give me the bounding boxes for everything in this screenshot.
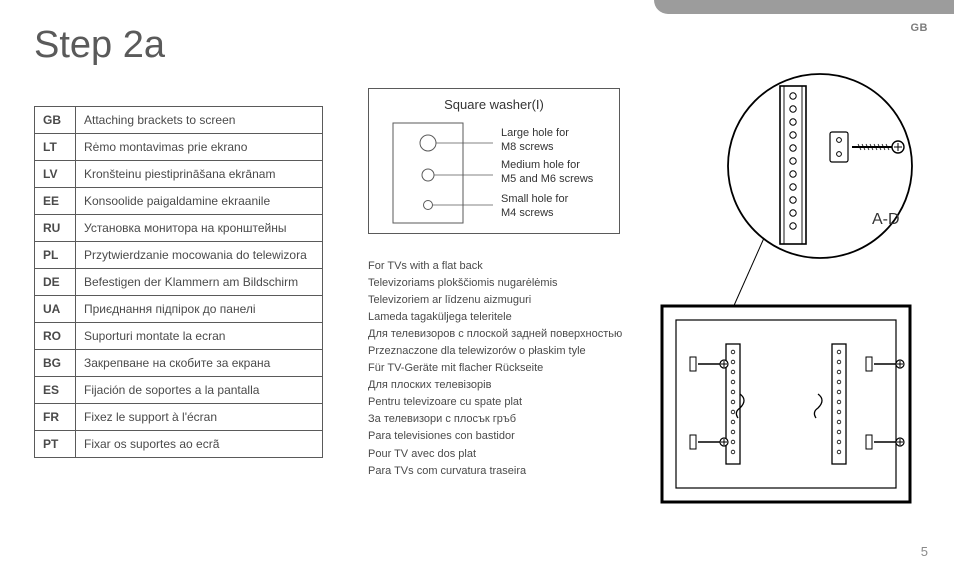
flat-back-list: For TVs with a flat backTelevizoriams pl… [368, 258, 622, 480]
washer-label-large: Large hole forM8 screws [501, 127, 569, 155]
table-row: PLPrzytwierdzanie mocowania do telewizor… [35, 242, 323, 269]
assembly-svg: A-D [652, 66, 942, 536]
lang-text: Suporturi montate la ecran [76, 323, 323, 350]
lang-code: FR [35, 404, 76, 431]
lang-code: ES [35, 377, 76, 404]
lang-code: UA [35, 296, 76, 323]
washer-title: Square washer(I) [369, 97, 619, 112]
flat-back-line: Para televisiones con bastidor [368, 428, 622, 445]
page-number: 5 [921, 544, 928, 559]
flat-back-line: Televizoriams plokščiomis nugarėlėmis [368, 275, 622, 292]
table-row: LVKronšteinu piestiprināšana ekrānam [35, 161, 323, 188]
header-tab [654, 0, 954, 14]
lang-code: RU [35, 215, 76, 242]
lang-text: Przytwierdzanie mocowania do telewizora [76, 242, 323, 269]
lang-code: BG [35, 350, 76, 377]
table-row: EEKonsoolide paigaldamine ekraanile [35, 188, 323, 215]
table-row: PTFixar os suportes ao ecrã [35, 431, 323, 458]
lang-code: PL [35, 242, 76, 269]
flat-back-line: Televizoriem ar līdzenu aizmuguri [368, 292, 622, 309]
lang-text: Установка монитора на кронштейны [76, 215, 323, 242]
lang-text: Rėmo montavimas prie ekrano [76, 134, 323, 161]
lang-code: PT [35, 431, 76, 458]
washer-diagram-box: Square washer(I) Large hole forM8 screws… [368, 88, 620, 234]
washer-svg [383, 121, 503, 225]
table-row: ROSuporturi montate la ecran [35, 323, 323, 350]
table-row: BGЗакрепване на скобите за екрана [35, 350, 323, 377]
washer-label-small: Small hole forM4 screws [501, 193, 568, 221]
flat-back-line: Para TVs com curvatura traseira [368, 463, 622, 480]
flat-back-line: Для плоских телевізорів [368, 377, 622, 394]
lang-text: Befestigen der Klammern am Bildschirm [76, 269, 323, 296]
flat-back-line: For TVs with a flat back [368, 258, 622, 275]
lang-text: Приєднання підпірок до панелі [76, 296, 323, 323]
lang-code: LT [35, 134, 76, 161]
lang-text: Закрепване на скобите за екрана [76, 350, 323, 377]
table-row: RUУстановка монитора на кронштейны [35, 215, 323, 242]
flat-back-line: За телевизори с плосък гръб [368, 411, 622, 428]
lang-text: Fixar os suportes ao ecrã [76, 431, 323, 458]
table-row: LTRėmo montavimas prie ekrano [35, 134, 323, 161]
flat-back-line: Pentru televizoare cu spate plat [368, 394, 622, 411]
flat-back-line: Для телевизоров с плоской задней поверхн… [368, 326, 622, 343]
flat-back-line: Lameda tagaküljega teleritele [368, 309, 622, 326]
table-row: ESFijación de soportes a la pantalla [35, 377, 323, 404]
lang-text: Kronšteinu piestiprināšana ekrānam [76, 161, 323, 188]
lang-text: Attaching brackets to screen [76, 107, 323, 134]
lang-text: Fijación de soportes a la pantalla [76, 377, 323, 404]
lang-code: EE [35, 188, 76, 215]
language-tag: GB [911, 22, 929, 34]
page-title: Step 2a [34, 24, 165, 67]
lang-code: GB [35, 107, 76, 134]
flat-back-line: Für TV-Geräte mit flacher Rückseite [368, 360, 622, 377]
language-table: GBAttaching brackets to screenLTRėmo mon… [34, 106, 323, 458]
flat-back-line: Przeznaczone dla telewizorów o płaskim t… [368, 343, 622, 360]
table-row: FRFixez le support à l'écran [35, 404, 323, 431]
washer-label-medium: Medium hole forM5 and M6 screws [501, 159, 593, 187]
flat-back-line: Pour TV avec dos plat [368, 446, 622, 463]
table-row: UAПриєднання підпірок до панелі [35, 296, 323, 323]
svg-text:A-D: A-D [872, 211, 900, 228]
lang-code: LV [35, 161, 76, 188]
lang-code: DE [35, 269, 76, 296]
lang-text: Konsoolide paigaldamine ekraanile [76, 188, 323, 215]
table-row: GBAttaching brackets to screen [35, 107, 323, 134]
lang-text: Fixez le support à l'écran [76, 404, 323, 431]
assembly-diagram: A-D [652, 66, 942, 536]
lang-code: RO [35, 323, 76, 350]
table-row: DEBefestigen der Klammern am Bildschirm [35, 269, 323, 296]
page: GB Step 2a GBAttaching brackets to scree… [0, 0, 954, 573]
